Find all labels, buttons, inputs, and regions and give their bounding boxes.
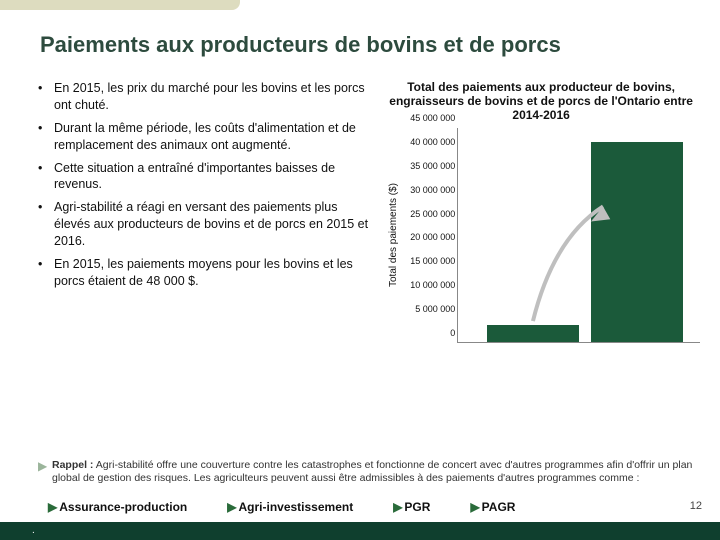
program-item: ▶PGR <box>393 500 430 514</box>
chart-container: Total des paiements aux producteur de bo… <box>382 80 700 430</box>
chart-bar <box>591 142 683 342</box>
top-accent-bar <box>0 0 240 10</box>
footer-dot: . <box>32 525 35 536</box>
page-number: 12 <box>690 500 702 512</box>
y-tick-label: 5 000 000 <box>415 304 455 314</box>
bullet-text: En 2015, les paiements moyens pour les b… <box>54 256 370 290</box>
plot-outer: 0 5 000 000 10 000 000 15 000 000 20 000 000… <box>401 128 700 343</box>
slide: Paiements aux producteurs de bovins et d… <box>0 0 720 540</box>
rappel-body: Agri-stabilité offre une couverture cont… <box>52 459 692 485</box>
y-tick-label: 0 <box>450 328 455 338</box>
play-icon: ▶ <box>227 500 236 514</box>
bullet-text: Cette situation a entraîné d'importantes… <box>54 160 370 194</box>
bullet-marker: • <box>38 199 54 250</box>
bullet-marker: • <box>38 160 54 194</box>
bullet-text: Durant la même période, les coûts d'alim… <box>54 120 370 154</box>
bullet-item: •Agri-stabilité a réagi en versant des p… <box>38 199 370 250</box>
play-icon: ▶ <box>48 500 57 514</box>
bullet-item: •Cette situation a entraîné d'importante… <box>38 160 370 194</box>
rappel-note: ▶ Rappel : Agri-stabilité offre une couv… <box>38 459 700 486</box>
program-label: Agri-investissement <box>238 500 353 514</box>
play-icon: ▶ <box>470 500 479 514</box>
bullet-item: •Durant la même période, les coûts d'ali… <box>38 120 370 154</box>
bullet-marker: • <box>38 80 54 114</box>
rappel-lead: Rappel : <box>52 459 93 471</box>
y-tick-label: 40 000 000 <box>410 137 455 147</box>
y-tick-label: 45 000 000 <box>410 113 455 123</box>
program-item: ▶PAGR <box>470 500 515 514</box>
bullet-list: •En 2015, les prix du marché pour les bo… <box>38 80 382 430</box>
bar-chart: Total des paiements ($) 0 5 000 000 10 000… <box>386 128 700 343</box>
footer-bar: . <box>0 522 720 540</box>
page-title: Paiements aux producteurs de bovins et d… <box>40 32 710 58</box>
program-row: ▶Assurance-production▶Agri-investissemen… <box>48 500 700 514</box>
y-tick-label: 30 000 000 <box>410 185 455 195</box>
plot-area <box>457 128 700 343</box>
bullet-marker: • <box>38 256 54 290</box>
y-tick-label: 25 000 000 <box>410 209 455 219</box>
y-ticks: 0 5 000 000 10 000 000 15 000 000 20 000 000… <box>401 128 457 343</box>
program-item: ▶Assurance-production <box>48 500 187 514</box>
program-item: ▶Agri-investissement <box>227 500 353 514</box>
chart-bar <box>487 325 579 342</box>
y-axis-label: Total des paiements ($) <box>386 128 401 343</box>
bullet-marker: • <box>38 120 54 154</box>
y-tick-label: 15 000 000 <box>410 256 455 266</box>
program-label: PAGR <box>482 500 516 514</box>
rappel-text: Rappel : Agri-stabilité offre une couver… <box>52 459 700 486</box>
bullet-text: Agri-stabilité a réagi en versant des pa… <box>54 199 370 250</box>
body: •En 2015, les prix du marché pour les bo… <box>38 80 700 430</box>
program-label: Assurance-production <box>59 500 187 514</box>
y-tick-label: 35 000 000 <box>410 161 455 171</box>
bullet-item: •En 2015, les paiements moyens pour les … <box>38 256 370 290</box>
y-tick-label: 20 000 000 <box>410 232 455 242</box>
program-label: PGR <box>404 500 430 514</box>
play-icon: ▶ <box>393 500 402 514</box>
bullet-item: •En 2015, les prix du marché pour les bo… <box>38 80 370 114</box>
play-icon: ▶ <box>38 460 52 472</box>
y-tick-label: 10 000 000 <box>410 280 455 290</box>
bullet-text: En 2015, les prix du marché pour les bov… <box>54 80 370 114</box>
